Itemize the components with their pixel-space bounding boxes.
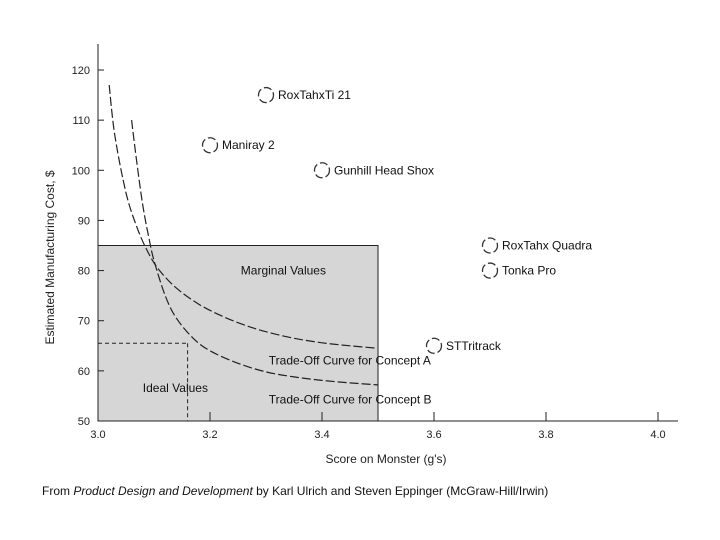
x-tick-label: 3.4 [314, 429, 329, 441]
product-label: Tonka Pro [502, 264, 556, 278]
caption-prefix: From [42, 484, 74, 498]
y-tick-label: 80 [78, 266, 90, 278]
tradeoff-curve-a [108, 84, 379, 349]
axes: 3.0 3.2 3.4 3.6 3.8 4.0 50 60 70 80 90 100 110 120 Sco… [43, 44, 678, 466]
y-tick-label: 60 [78, 366, 90, 378]
product-label: RoxTahxTi 21 [278, 88, 351, 102]
x-tick-label: 3.6 [426, 429, 441, 441]
x-axis-label: Score on Monster (g's) [325, 452, 446, 466]
x-tick-label: 4.0 [650, 429, 665, 441]
product-label: STTritrack [446, 339, 502, 353]
product-marker [481, 262, 499, 279]
curve-label: Trade-Off Curve for Concept A [269, 353, 431, 367]
product-marker [481, 237, 499, 254]
labels: Marginal Values Ideal Values Trade-Off Cur… [143, 264, 432, 407]
regions [97, 245, 379, 422]
y-tick-label: 120 [72, 65, 90, 77]
x-tick-label: 3.8 [538, 429, 553, 441]
y-tick-label: 70 [78, 316, 90, 328]
curves [108, 84, 379, 386]
product-marker [425, 337, 443, 354]
marginal-region [97, 245, 379, 422]
product-marker [201, 137, 219, 154]
x-tick-label: 3.2 [202, 429, 217, 441]
product-marker [257, 86, 275, 104]
curve-label: Trade-Off Curve for Concept B [269, 392, 432, 406]
y-tick-label: 90 [78, 215, 90, 227]
caption-book-title: Product Design and Development [73, 484, 253, 498]
y-tick-label: 110 [72, 115, 90, 127]
caption-suffix: by Karl Ulrich and Steven Eppinger (McGr… [252, 484, 549, 498]
y-tick-label: 100 [72, 165, 90, 177]
region-label: Marginal Values [241, 264, 326, 278]
y-tick-label: 50 [78, 416, 90, 428]
tradeoff-curve-b [131, 120, 379, 386]
ideal-guides [98, 342, 189, 421]
product-label: Maniray 2 [222, 138, 275, 152]
product-label: Gunhill Head Shox [334, 163, 434, 177]
y-axis-label: Estimated Manufacturing Cost, $ [43, 170, 57, 344]
x-tick-label: 3.0 [90, 429, 105, 441]
chart: 3.0 3.2 3.4 3.6 3.8 4.0 50 60 70 80 90 100 110 120 Sco… [43, 44, 678, 466]
region-label: Ideal Values [143, 381, 208, 395]
product-marker [313, 162, 331, 179]
product-label: RoxTahx Quadra [502, 239, 592, 253]
caption: From Product Design and Development by K… [42, 484, 548, 498]
points: RoxTahxTi 21 Maniray 2 Gunhill Head Shox Ro… [201, 86, 592, 354]
